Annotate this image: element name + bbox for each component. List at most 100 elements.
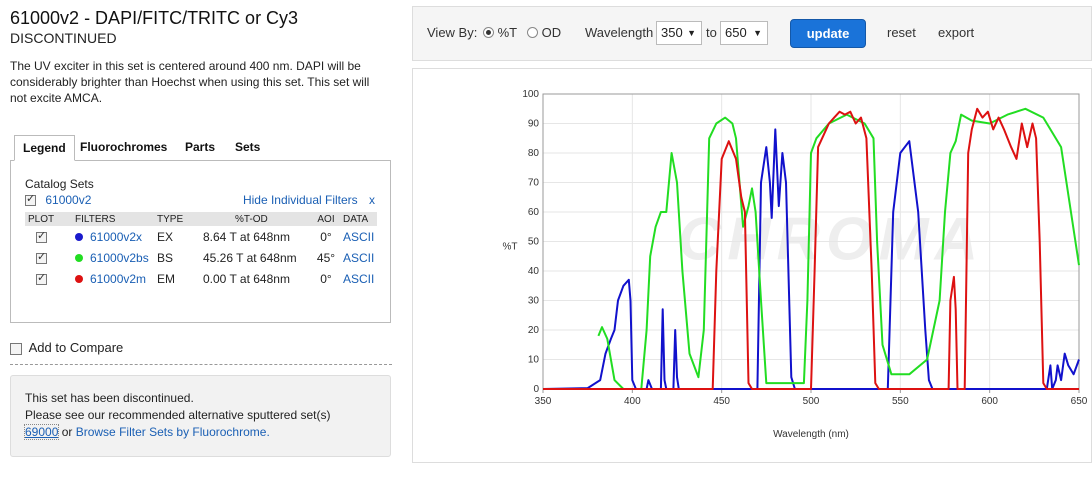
plot-checkbox[interactable] [36,229,47,243]
chevron-down-icon: ▼ [687,28,696,38]
x-tick-label: 600 [981,396,998,407]
chevron-down-icon: ▼ [753,28,762,38]
notice-line2: Please see our recommended alternative s… [25,408,331,422]
catalog-sets-label: Catalog Sets [25,177,94,191]
filter-tod: 45.26 T at 648nm [203,250,297,265]
wavelength-from-value: 350 [661,25,683,40]
x-tick-label: 500 [803,396,820,407]
export-link[interactable]: export [938,25,975,40]
filter-type: EM [157,271,175,286]
x-tick-label: 650 [1071,396,1088,407]
notice-or: or [58,425,76,439]
y-axis-label: %T [503,242,518,253]
browse-filter-sets-link[interactable]: Browse Filter Sets by Fluorochrome. [75,425,270,439]
y-tick-label: 40 [528,266,540,277]
y-tick-label: 50 [528,237,540,248]
col-type-header: TYPE [157,212,203,226]
series-color-dot-blue [75,233,83,242]
series-line-61000v2m [543,107,1079,390]
add-to-compare-checkbox[interactable] [10,342,22,355]
x-tick-label: 400 [624,396,641,407]
y-tick-label: 70 [528,178,540,189]
y-tick-label: 90 [528,119,540,130]
tab-legend[interactable]: Legend [14,135,75,161]
col-data-header: DATA [343,212,377,226]
product-panel: 61000v2 - DAPI/FITC/TRITC or Cy3 DISCONT… [10,8,392,457]
y-tick-label: 60 [528,207,540,218]
t-radio[interactable] [483,27,494,38]
tab-parts[interactable]: Parts [185,140,216,154]
tab-bar: Legend Fluorochromes Parts Sets [10,135,392,161]
y-tick-label: 80 [528,148,540,159]
catalog-set-row: 61000v2 Hide Individual Filters x [25,192,375,209]
y-tick-label: 20 [528,325,540,336]
x-tick-label: 350 [535,396,552,407]
chart-toolbar: View By: %T OD Wavelength 350 ▼ to 650 ▼ u… [412,6,1092,61]
update-button[interactable]: update [790,19,866,48]
filter-tod: 8.64 T at 648nm [203,229,290,244]
transmission-chart: CHROMA 350 400 450 500 550 600 650 0 10 20 30 40 50 60… [503,89,1088,440]
hide-filters-control: Hide Individual Filters x [243,193,375,207]
notice-line1: This set has been discontinued. [25,391,194,405]
product-description: The UV exciter in this set is centered a… [10,59,370,105]
divider [10,364,392,365]
wavelength-to-select[interactable]: 650 ▼ [720,21,768,45]
filter-link[interactable]: 61000v2m [90,271,147,286]
table-row: 61000v2bs BS 45.26 T at 648nm 45° ASCII [25,247,377,268]
filter-aoi: 45° [316,250,336,265]
notice-line3: 69000 or Browse Filter Sets by Fluorochr… [23,424,376,441]
series-color-dot-red [75,275,83,284]
hide-individual-filters-link[interactable]: Hide Individual Filters [242,193,358,207]
col-plot-header: PLOT [25,212,75,226]
plot-checkbox[interactable] [36,250,47,264]
reset-link[interactable]: reset [887,25,916,40]
chart-panel: CHROMA 350 400 450 500 550 600 650 0 10 20 30 40 50 60… [412,68,1092,463]
page-title: 61000v2 - DAPI/FITC/TRITC or Cy3 [10,8,299,28]
filter-aoi: 0° [320,229,332,244]
wavelength-to-label: to [706,25,717,40]
plot-checkbox[interactable] [36,271,47,285]
add-to-compare[interactable]: Add to Compare [10,340,123,355]
status-label: DISCONTINUED [10,30,117,46]
series-line-61000v2bs [597,107,1080,390]
ascii-link[interactable]: ASCII [343,271,375,286]
legend-panel: Catalog Sets 61000v2 Hide Individual Fil… [10,160,391,323]
chroma-watermark: CHROMA [678,206,984,273]
wavelength-to-value: 650 [725,25,747,40]
filter-type: EX [157,229,174,244]
col-filters-header: FILTERS [75,212,157,226]
x-tick-label: 450 [713,396,730,407]
wavelength-label: Wavelength [585,25,654,40]
table-row: 61000v2x EX 8.64 T at 648nm 0° ASCII [25,226,377,247]
y-tick-label: 30 [528,296,540,307]
od-radio-label: OD [541,25,562,40]
hide-filters-close-link[interactable]: x [369,193,375,207]
col-tod-header: %T-OD [203,212,309,226]
y-tick-label: 100 [522,89,539,100]
filter-link[interactable]: 61000v2bs [90,250,149,265]
filter-tod: 0.00 T at 648nm [203,271,290,286]
filters-table-body: 61000v2x EX 8.64 T at 648nm 0° ASCII 610… [25,226,377,289]
ascii-link[interactable]: ASCII [343,250,375,265]
x-tick-label: 550 [892,396,909,407]
catalog-set-checkbox[interactable] [25,192,36,207]
filter-link[interactable]: 61000v2x [90,229,143,244]
x-axis-label: Wavelength (nm) [773,429,849,440]
view-by-od-option[interactable]: OD [527,25,561,40]
filter-type: BS [157,250,174,265]
wavelength-from-select[interactable]: 350 ▼ [656,21,702,45]
alt-set-link[interactable]: 69000 [23,424,60,440]
view-by-t-option[interactable]: %T [483,25,517,40]
ascii-link[interactable]: ASCII [343,229,375,244]
catalog-set-link[interactable]: 61000v2 [45,193,92,207]
tab-sets[interactable]: Sets [235,140,261,154]
filters-table-header: PLOT FILTERS TYPE %T-OD AOI DATA [25,212,377,226]
add-to-compare-label: Add to Compare [28,340,124,355]
tab-fluorochromes[interactable]: Fluorochromes [80,140,168,154]
view-by-label: View By: [427,25,478,40]
od-radio[interactable] [527,27,538,38]
filters-table: PLOT FILTERS TYPE %T-OD AOI DATA 61000v2… [25,212,377,289]
t-radio-label: %T [497,25,518,40]
table-row: 61000v2m EM 0.00 T at 648nm 0° ASCII [25,268,377,289]
filter-aoi: 0° [320,271,332,286]
